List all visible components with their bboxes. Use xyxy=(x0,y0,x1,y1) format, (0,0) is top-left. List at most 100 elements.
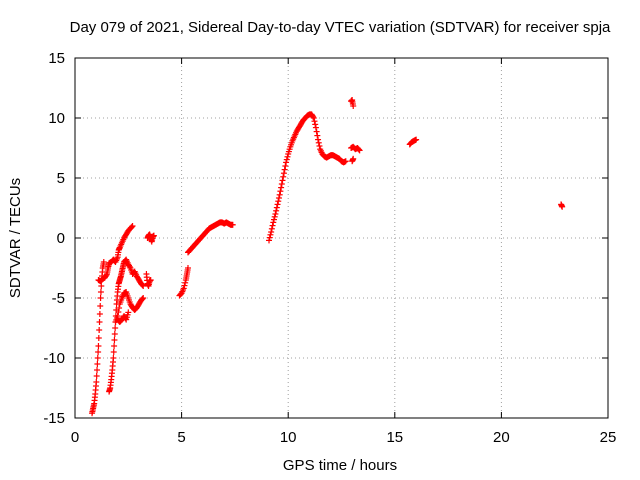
data-point xyxy=(278,181,285,187)
data-point xyxy=(97,295,104,301)
data-point xyxy=(229,221,236,228)
data-point xyxy=(268,225,275,232)
data-point xyxy=(97,289,104,295)
x-tick-label: 0 xyxy=(71,429,79,446)
data-point xyxy=(139,295,146,302)
data-point xyxy=(281,166,288,173)
data-point xyxy=(314,132,321,139)
data-point xyxy=(267,231,274,238)
data-point xyxy=(110,349,117,355)
data-point xyxy=(95,335,102,341)
data-point xyxy=(110,355,117,361)
x-tick-labels: 0 5 10 15 20 25 xyxy=(71,429,617,446)
data-point xyxy=(315,136,322,143)
y-tick-label: 5 xyxy=(57,170,65,187)
data-point xyxy=(313,128,320,135)
chart-title: Day 079 of 2021, Sidereal Day-to-day VTE… xyxy=(70,19,611,36)
data-point xyxy=(94,367,101,373)
data-point xyxy=(93,379,100,385)
data-point xyxy=(310,113,317,120)
data-point xyxy=(94,361,101,367)
y-tick-label: 15 xyxy=(48,50,65,67)
data-point xyxy=(268,229,275,235)
data-point xyxy=(274,201,281,208)
data-point xyxy=(128,223,135,230)
data-point xyxy=(98,283,105,289)
data-point xyxy=(282,163,289,169)
data-point xyxy=(266,237,273,244)
data-point xyxy=(181,282,188,289)
data-point xyxy=(280,173,287,180)
grid-lines xyxy=(75,58,608,418)
data-point xyxy=(413,136,420,143)
data-point xyxy=(184,265,191,271)
data-point xyxy=(559,203,566,210)
data-point xyxy=(111,343,118,349)
data-point xyxy=(96,311,103,317)
data-point xyxy=(147,277,154,283)
data-point xyxy=(182,279,189,286)
data-point xyxy=(150,232,157,239)
data-point xyxy=(271,213,278,220)
y-tick-label: 10 xyxy=(48,110,65,127)
data-point xyxy=(279,177,286,184)
data-point xyxy=(266,234,273,241)
data-point xyxy=(140,283,147,289)
data-point xyxy=(112,325,119,331)
y-tick-label: -10 xyxy=(43,350,65,367)
data-point xyxy=(283,159,290,166)
data-point xyxy=(273,204,280,211)
data-point xyxy=(278,184,285,191)
data-point xyxy=(310,115,317,121)
x-tick-label: 25 xyxy=(600,429,617,446)
data-point xyxy=(129,223,136,229)
data-point xyxy=(94,355,101,361)
data-point xyxy=(350,155,357,162)
data-point xyxy=(280,170,287,177)
data-point xyxy=(95,343,102,349)
data-point xyxy=(140,295,147,301)
data-point xyxy=(269,222,276,229)
data-point xyxy=(276,191,283,198)
data-point xyxy=(95,349,102,355)
data-point xyxy=(312,124,319,131)
data-point xyxy=(103,272,110,279)
data-point xyxy=(272,211,279,217)
data-point xyxy=(356,147,363,154)
data-point xyxy=(96,327,103,333)
data-point xyxy=(139,282,146,289)
y-tick-labels: -15 -10 -5 0 5 10 15 xyxy=(43,50,65,427)
y-tick-label: 0 xyxy=(57,230,65,247)
data-point xyxy=(270,219,277,226)
data-point xyxy=(311,118,318,125)
data-point xyxy=(125,309,132,316)
data-point xyxy=(312,121,319,128)
data-point xyxy=(97,303,104,309)
y-axis-label: SDTVAR / TECUs xyxy=(7,178,24,298)
data-point xyxy=(350,103,357,109)
data-point xyxy=(315,139,322,146)
data-point xyxy=(277,188,284,195)
data-point xyxy=(100,259,107,265)
data-point xyxy=(111,337,118,343)
y-tick-label: -15 xyxy=(43,410,65,427)
data-point xyxy=(342,158,349,165)
data-point xyxy=(93,373,100,379)
data-point xyxy=(96,319,103,325)
y-tick-label: -5 xyxy=(52,290,65,307)
data-point xyxy=(115,309,122,315)
x-axis-label: GPS time / hours xyxy=(283,457,397,474)
data-point xyxy=(284,153,291,160)
data-point xyxy=(275,195,282,201)
data-point xyxy=(273,207,280,214)
x-tick-label: 20 xyxy=(493,429,510,446)
plot-frame xyxy=(74,57,609,419)
x-tick-label: 5 xyxy=(177,429,185,446)
data-point xyxy=(116,305,123,311)
data-point xyxy=(355,146,362,153)
x-tick-label: 10 xyxy=(280,429,297,446)
data-points xyxy=(89,97,566,417)
x-tick-label: 15 xyxy=(386,429,403,446)
data-point xyxy=(180,285,187,292)
